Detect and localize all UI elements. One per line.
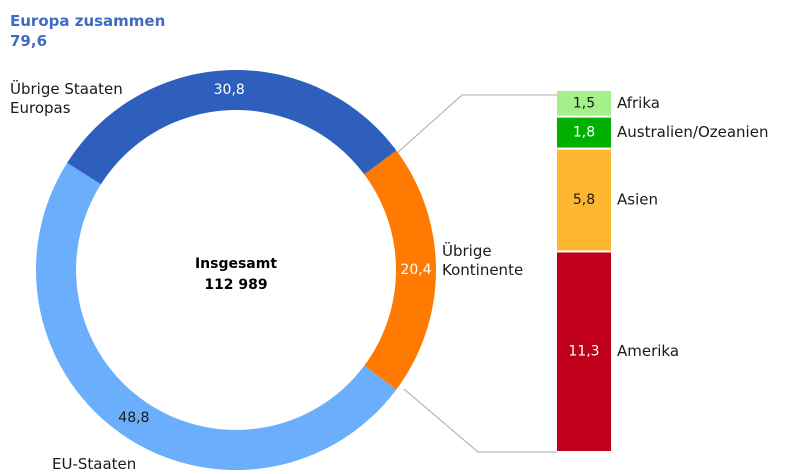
bar-segment xyxy=(557,149,611,251)
data-label: 20,4 xyxy=(400,262,431,278)
bar-segment xyxy=(557,91,611,116)
segment-label: EU-Staaten xyxy=(52,455,137,473)
data-label: 11,3 xyxy=(568,344,599,360)
connector-line xyxy=(403,388,557,453)
data-label: 1,5 xyxy=(573,95,595,111)
bar-segment xyxy=(557,117,611,148)
segment-label: Übrige Staaten Europas xyxy=(10,80,123,117)
category-label: Amerika xyxy=(617,342,679,360)
category-label: Asien xyxy=(617,191,658,209)
connector-line xyxy=(396,94,557,154)
donut-segment xyxy=(364,150,436,390)
data-label: 1,8 xyxy=(573,125,595,141)
donut-segment xyxy=(67,69,397,185)
data-label: 30,8 xyxy=(214,82,245,98)
data-label: 48,8 xyxy=(118,410,149,426)
subtitle: 79,6 xyxy=(10,32,48,50)
segment-label: Übrige Kontinente xyxy=(442,242,524,279)
center-total: 112 989 xyxy=(204,277,267,293)
category-label: Australien/Ozeanien xyxy=(617,123,768,141)
data-label: 5,8 xyxy=(573,192,595,208)
category-label: Afrika xyxy=(617,94,660,112)
center-label: Insgesamt xyxy=(195,256,277,272)
title: Europa zusammen xyxy=(10,12,166,30)
donut-segment xyxy=(35,162,397,471)
bar-segment xyxy=(557,252,611,451)
